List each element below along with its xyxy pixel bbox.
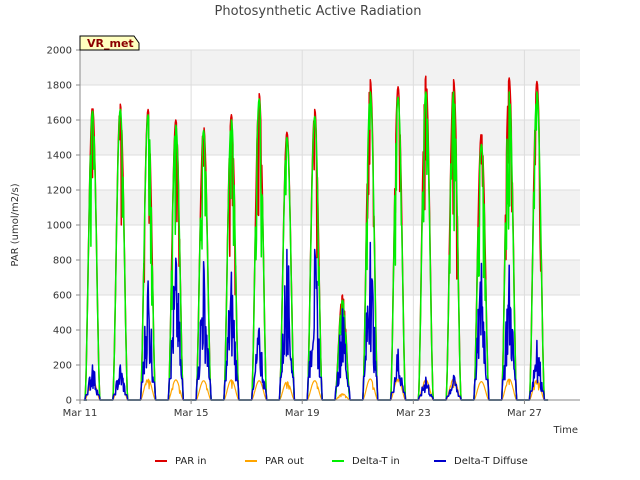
plot-band	[80, 295, 580, 330]
plot-band	[80, 85, 580, 120]
series-line-delta-t-in	[83, 91, 549, 401]
legend-label-delta-t-diffuse: Delta-T Diffuse	[454, 456, 528, 467]
y-tick-label: 800	[53, 256, 72, 267]
y-tick-label: 600	[53, 291, 72, 302]
chart-title: Photosynthetic Active Radiation	[215, 4, 422, 19]
y-tick-label: 1000	[47, 221, 72, 232]
plot-band	[80, 155, 580, 190]
legend-label-delta-t-in: Delta-T in	[352, 456, 400, 467]
plot-band	[80, 120, 580, 155]
y-tick-label: 1200	[47, 186, 72, 197]
plot-band	[80, 260, 580, 295]
x-tick-label: Mar 19	[285, 408, 320, 419]
site-badge-label: VR_met	[87, 37, 134, 50]
legend-label-par-out: PAR out	[265, 456, 304, 467]
plot-band	[80, 365, 580, 400]
y-tick-label: 1800	[47, 81, 72, 92]
x-axis-label: Time	[553, 425, 578, 436]
x-tick-label: Mar 27	[507, 408, 542, 419]
x-tick-label: Mar 11	[63, 408, 98, 419]
y-tick-label: 400	[53, 326, 72, 337]
y-tick-label: 0	[66, 396, 72, 407]
y-tick-label: 1600	[47, 116, 72, 127]
y-tick-label: 2000	[47, 46, 72, 57]
y-tick-label: 200	[53, 361, 72, 372]
y-tick-label: 1400	[47, 151, 72, 162]
legend-label-par-in: PAR in	[175, 456, 206, 467]
legend: PAR in PAR out Delta-T in Delta-T Diffuse	[155, 456, 528, 467]
x-tick-label: Mar 23	[396, 408, 431, 419]
plot-band	[80, 50, 580, 85]
plot-band	[80, 225, 580, 260]
site-badge: VR_met	[79, 35, 140, 51]
plot-band	[80, 190, 580, 225]
plot-band	[80, 330, 580, 365]
series-line-par-out	[83, 377, 549, 401]
x-tick-label: Mar 15	[174, 408, 209, 419]
plot-background	[80, 50, 580, 400]
series-line-delta-t-diffuse	[83, 241, 549, 401]
series-lines	[83, 75, 549, 401]
y-axis-label: PAR (umol/m2/s)	[10, 183, 21, 266]
axes: 0 200 400 600 800 1000 1200 1400 1600 1800 2000 Mar…	[47, 46, 580, 419]
